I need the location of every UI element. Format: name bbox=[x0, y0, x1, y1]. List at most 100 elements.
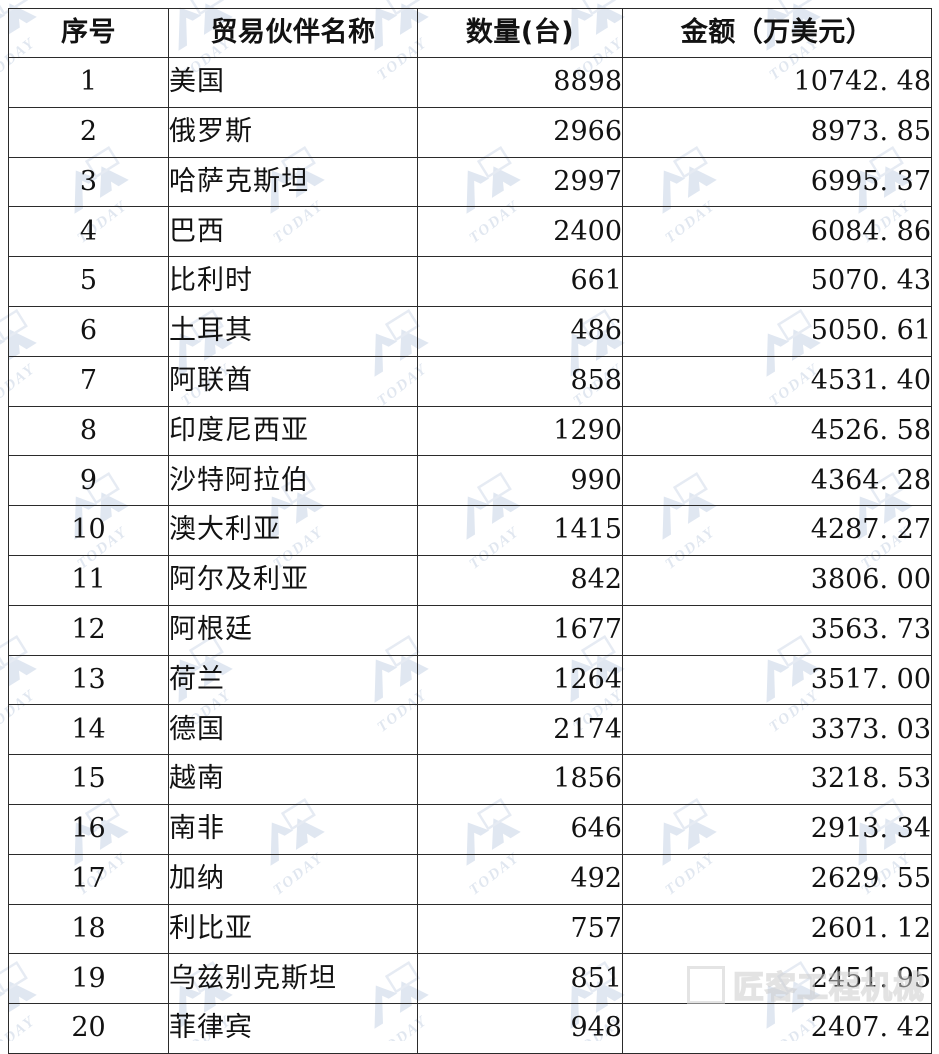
cell-index: 9 bbox=[8, 455, 169, 507]
cell-name: 南非 bbox=[168, 803, 418, 855]
cell-amount: 3218. 53 bbox=[622, 754, 932, 805]
cell-amount: 2629. 55 bbox=[622, 853, 932, 905]
cell-name: 德国 bbox=[168, 704, 418, 756]
cell-amount: 2451. 95 bbox=[622, 953, 932, 1005]
cell-amount: 4287. 27 bbox=[622, 505, 932, 556]
cell-amount: 4531. 40 bbox=[622, 355, 932, 407]
table-header-row: 序号 贸易伙伴名称 数量(台) 金额（万美元） bbox=[8, 8, 932, 58]
cell-amount: 2913. 34 bbox=[622, 803, 932, 855]
cell-index: 15 bbox=[8, 754, 169, 805]
cell-name: 哈萨克斯坦 bbox=[168, 156, 418, 208]
cell-index: 4 bbox=[8, 206, 169, 258]
cell-name: 越南 bbox=[168, 754, 418, 805]
cell-index: 19 bbox=[8, 953, 169, 1005]
cell-name: 沙特阿拉伯 bbox=[168, 455, 418, 507]
column-header-name: 贸易伙伴名称 bbox=[168, 8, 418, 58]
cell-index: 20 bbox=[8, 1003, 169, 1054]
cell-qty: 948 bbox=[417, 1003, 623, 1054]
cell-qty: 486 bbox=[417, 305, 623, 357]
cell-name: 利比亚 bbox=[168, 903, 418, 955]
cell-name: 美国 bbox=[168, 57, 418, 108]
table-row: 7 阿联酋 858 4531. 40 bbox=[8, 355, 932, 407]
column-header-amount: 金额（万美元） bbox=[622, 8, 932, 58]
cell-qty: 2174 bbox=[417, 704, 623, 756]
table-row: 20 菲律宾 948 2407. 42 bbox=[8, 1003, 932, 1054]
cell-index: 12 bbox=[8, 604, 169, 656]
cell-name: 印度尼西亚 bbox=[168, 405, 418, 457]
cell-qty: 646 bbox=[417, 803, 623, 855]
cell-amount: 3563. 73 bbox=[622, 604, 932, 656]
table-row: 10 澳大利亚 1415 4287. 27 bbox=[8, 505, 932, 556]
table-row: 6 土耳其 486 5050. 61 bbox=[8, 305, 932, 357]
cell-qty: 757 bbox=[417, 903, 623, 955]
cell-qty: 858 bbox=[417, 355, 623, 407]
table-row: 12 阿根廷 1677 3563. 73 bbox=[8, 604, 932, 656]
cell-qty: 661 bbox=[417, 256, 623, 307]
table-row: 13 荷兰 1264 3517. 00 bbox=[8, 654, 932, 706]
cell-name: 加纳 bbox=[168, 853, 418, 905]
cell-index: 18 bbox=[8, 903, 169, 955]
trade-partner-table: 序号 贸易伙伴名称 数量(台) 金额（万美元） 1 美国 8898 10742. 48… bbox=[8, 8, 932, 1054]
column-header-qty: 数量(台) bbox=[417, 8, 623, 58]
trade-partner-table-container: 序号 贸易伙伴名称 数量(台) 金额（万美元） 1 美国 8898 10742. 48… bbox=[8, 8, 932, 1054]
table-row: 11 阿尔及利亚 842 3806. 00 bbox=[8, 554, 932, 606]
table-row: 17 加纳 492 2629. 55 bbox=[8, 853, 932, 905]
cell-qty: 2997 bbox=[417, 156, 623, 208]
cell-qty: 2966 bbox=[417, 106, 623, 158]
table-row: 19 乌兹别克斯坦 851 2451. 95 bbox=[8, 953, 932, 1005]
cell-index: 2 bbox=[8, 106, 169, 158]
cell-amount: 2601. 12 bbox=[622, 903, 932, 955]
table-row: 15 越南 1856 3218. 53 bbox=[8, 754, 932, 805]
cell-qty: 1415 bbox=[417, 505, 623, 556]
cell-index: 13 bbox=[8, 654, 169, 706]
table-row: 3 哈萨克斯坦 2997 6995. 37 bbox=[8, 156, 932, 208]
cell-index: 1 bbox=[8, 57, 169, 108]
cell-amount: 6084. 86 bbox=[622, 206, 932, 258]
cell-amount: 4364. 28 bbox=[622, 455, 932, 507]
table-row: 8 印度尼西亚 1290 4526. 58 bbox=[8, 405, 932, 457]
cell-name: 澳大利亚 bbox=[168, 505, 418, 556]
cell-name: 巴西 bbox=[168, 206, 418, 258]
cell-index: 7 bbox=[8, 355, 169, 407]
cell-qty: 842 bbox=[417, 554, 623, 606]
table-row: 16 南非 646 2913. 34 bbox=[8, 803, 932, 855]
cell-name: 荷兰 bbox=[168, 654, 418, 706]
table-row: 4 巴西 2400 6084. 86 bbox=[8, 206, 932, 258]
cell-amount: 2407. 42 bbox=[622, 1003, 932, 1054]
cell-name: 阿根廷 bbox=[168, 604, 418, 656]
cell-qty: 1677 bbox=[417, 604, 623, 656]
cell-index: 10 bbox=[8, 505, 169, 556]
cell-qty: 990 bbox=[417, 455, 623, 507]
cell-qty: 492 bbox=[417, 853, 623, 905]
cell-index: 6 bbox=[8, 305, 169, 357]
table-body: 1 美国 8898 10742. 48 2 俄罗斯 2966 8973. 85 3 哈萨克斯坦 29… bbox=[8, 57, 932, 1054]
cell-qty: 1264 bbox=[417, 654, 623, 706]
cell-name: 俄罗斯 bbox=[168, 106, 418, 158]
cell-amount: 10742. 48 bbox=[622, 57, 932, 108]
cell-qty: 1856 bbox=[417, 754, 623, 805]
cell-amount: 3517. 00 bbox=[622, 654, 932, 706]
cell-name: 土耳其 bbox=[168, 305, 418, 357]
cell-qty: 8898 bbox=[417, 57, 623, 108]
cell-amount: 3806. 00 bbox=[622, 554, 932, 606]
cell-index: 16 bbox=[8, 803, 169, 855]
column-header-index: 序号 bbox=[8, 8, 169, 58]
table-header: 序号 贸易伙伴名称 数量(台) 金额（万美元） bbox=[8, 8, 932, 58]
cell-index: 14 bbox=[8, 704, 169, 756]
table-row: 14 德国 2174 3373. 03 bbox=[8, 704, 932, 756]
cell-name: 菲律宾 bbox=[168, 1003, 418, 1054]
cell-qty: 1290 bbox=[417, 405, 623, 457]
table-row: 1 美国 8898 10742. 48 bbox=[8, 57, 932, 108]
cell-index: 8 bbox=[8, 405, 169, 457]
cell-amount: 8973. 85 bbox=[622, 106, 932, 158]
table-row: 2 俄罗斯 2966 8973. 85 bbox=[8, 106, 932, 158]
cell-amount: 5050. 61 bbox=[622, 305, 932, 357]
cell-qty: 851 bbox=[417, 953, 623, 1005]
table-row: 18 利比亚 757 2601. 12 bbox=[8, 903, 932, 955]
cell-amount: 3373. 03 bbox=[622, 704, 932, 756]
cell-index: 17 bbox=[8, 853, 169, 905]
cell-name: 比利时 bbox=[168, 256, 418, 307]
cell-qty: 2400 bbox=[417, 206, 623, 258]
table-row: 5 比利时 661 5070. 43 bbox=[8, 256, 932, 307]
cell-name: 乌兹别克斯坦 bbox=[168, 953, 418, 1005]
